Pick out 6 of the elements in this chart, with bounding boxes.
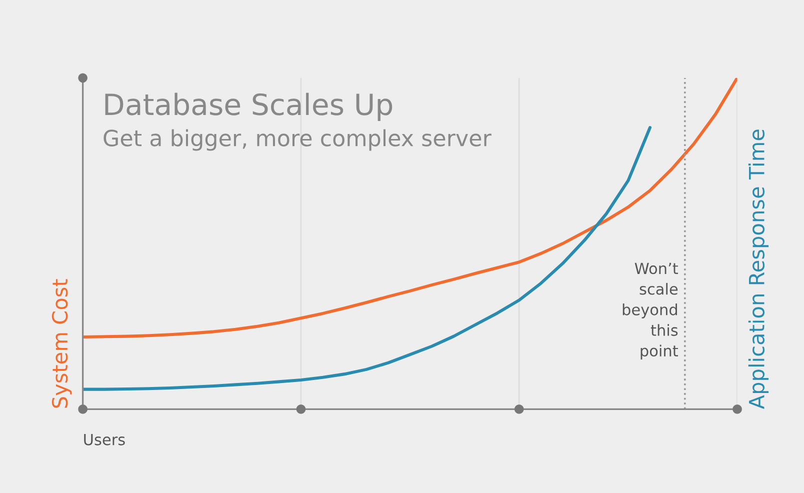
text: Get a bigger, more complex server [104,129,492,151]
annotation: Won’t scale beyond this point [622,262,678,360]
chart-title: Database Scales Up [105,92,392,122]
x-axis-title: Users [84,434,125,446]
text: System Cost [52,279,72,408]
text: Application Response Time [748,130,769,410]
